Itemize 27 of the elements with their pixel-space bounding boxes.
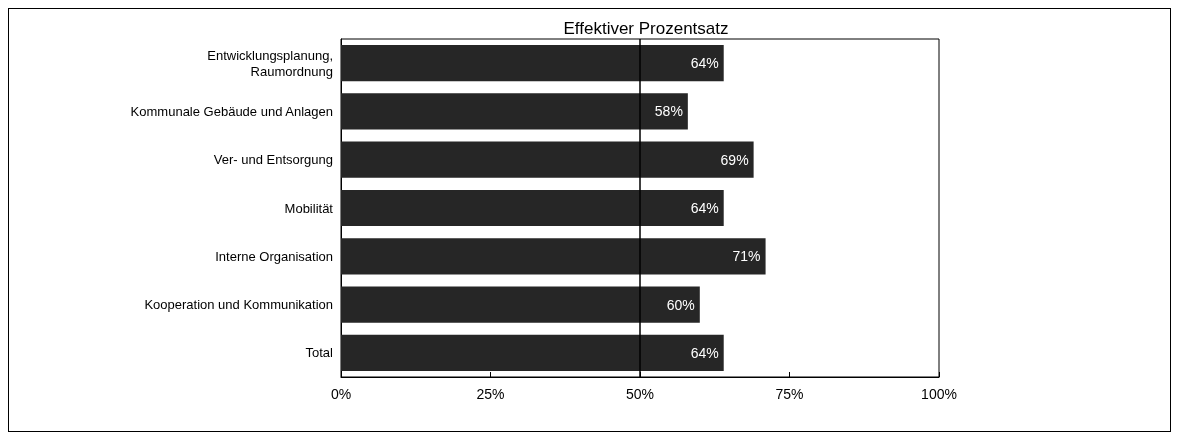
data-label: 64% bbox=[690, 344, 719, 361]
bar bbox=[341, 141, 754, 178]
data-label: 64% bbox=[690, 55, 719, 72]
x-tick-label: 0% bbox=[330, 386, 352, 402]
y-tick-label: Interne Organisation bbox=[215, 248, 333, 264]
x-tick-label: 25% bbox=[476, 386, 505, 402]
y-tick-label: Entwicklungsplanung, Raumordnung bbox=[207, 47, 333, 79]
data-label: 60% bbox=[666, 296, 695, 313]
bar bbox=[341, 189, 724, 227]
data-label: 58% bbox=[654, 103, 683, 120]
bar bbox=[341, 238, 766, 275]
x-tick-label: 50% bbox=[625, 386, 655, 402]
y-tick-label: Kommunale Gebäude und Anlagen bbox=[130, 103, 333, 119]
y-tick-label: Mobilität bbox=[284, 200, 334, 216]
bar bbox=[341, 334, 724, 371]
y-tick-label: Kooperation und Kommunikation bbox=[144, 297, 333, 313]
x-tick-label: 75% bbox=[775, 386, 804, 402]
data-label: 71% bbox=[732, 248, 761, 265]
y-tick-label: Total bbox=[305, 345, 334, 361]
bar bbox=[341, 45, 724, 82]
bar bbox=[341, 286, 700, 323]
data-label: 69% bbox=[720, 151, 749, 168]
x-tick-label: 100% bbox=[921, 386, 957, 402]
data-label: 64% bbox=[690, 200, 719, 216]
bar bbox=[341, 93, 688, 130]
chart-title: Effektiver Prozentsatz bbox=[563, 19, 729, 38]
y-tick-label: Ver- und Entsorgung bbox=[213, 152, 333, 168]
